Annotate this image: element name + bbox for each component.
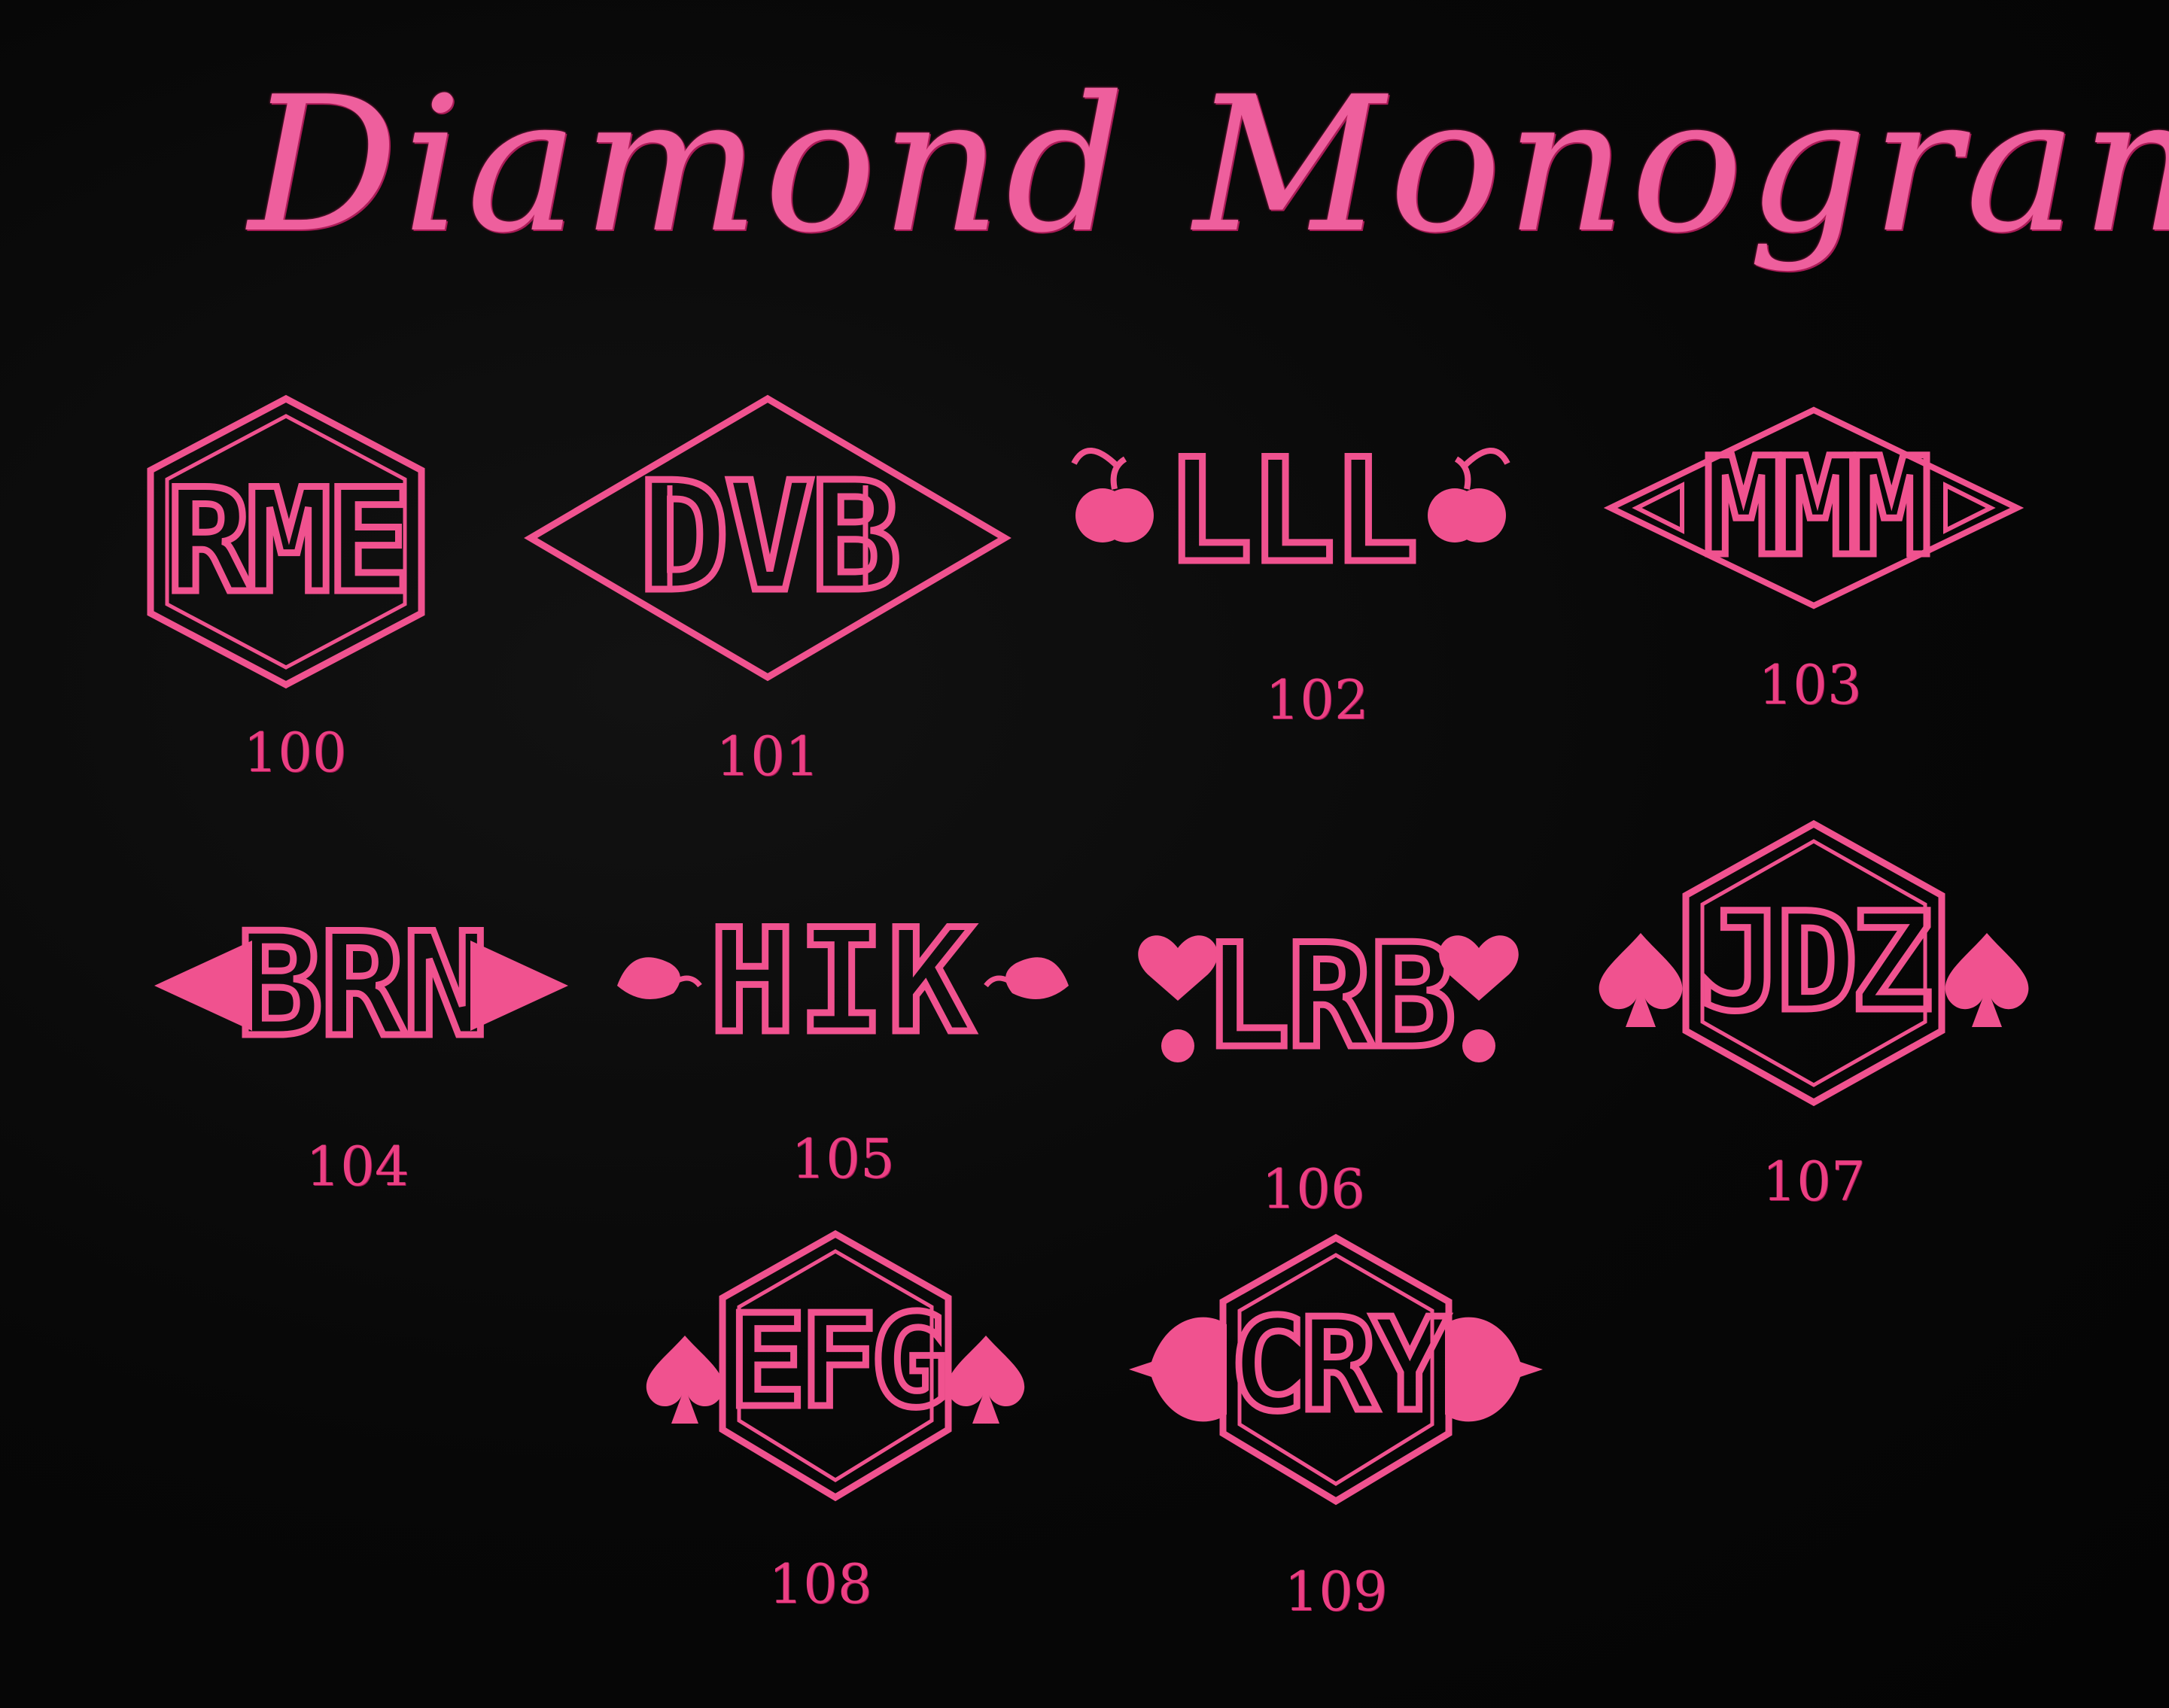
monogram-102: LLL — [1071, 421, 1510, 609]
design-number-101: 101 — [716, 725, 820, 788]
monogram-107: JDZ — [1588, 819, 2040, 1107]
design-number-105: 105 — [791, 1127, 895, 1190]
initials-104: BRN — [233, 899, 492, 1072]
triangle-ornaments-104 — [154, 941, 568, 1031]
initials-105: HIK — [706, 895, 977, 1068]
spade-icon — [947, 1336, 1025, 1424]
hexagon-frame-109 — [1129, 1233, 1543, 1506]
scroll-ornaments-105 — [617, 957, 1069, 999]
monogram-103: MMM — [1603, 406, 2025, 609]
hexagon-frame-108 — [646, 1229, 1025, 1502]
heart-icon — [1439, 935, 1519, 1062]
monogram-104: BRN — [151, 880, 572, 1091]
design-number-108: 108 — [768, 1552, 872, 1615]
design-number-107: 107 — [1762, 1150, 1866, 1213]
initials-106: LRB — [1200, 910, 1459, 1083]
initials-100: RME — [163, 455, 415, 628]
monogram-105: HIK — [610, 880, 1076, 1083]
monogram-106: LRB — [1133, 888, 1524, 1114]
apple-icon — [1071, 448, 1154, 542]
design-number-103: 103 — [1758, 653, 1862, 716]
spade-icon — [1599, 933, 1683, 1027]
design-number-106: 106 — [1261, 1157, 1365, 1220]
diamond-frame-101 — [524, 394, 1011, 682]
initials-103: MMM — [1699, 426, 1936, 590]
monogram-108: EFG — [640, 1229, 1031, 1502]
spade-icon — [646, 1336, 724, 1424]
diamond-frame-103 — [1603, 406, 2025, 609]
initials-102: LLL — [1163, 425, 1422, 598]
hexagon-frame-107 — [1599, 819, 2029, 1107]
design-number-104: 104 — [306, 1135, 409, 1198]
design-number-102: 102 — [1265, 668, 1369, 731]
apple-icon — [1428, 448, 1510, 542]
heart-ornaments-106 — [1138, 935, 1519, 1062]
hexagon-frame-100 — [147, 394, 425, 689]
initials-109: CRY — [1226, 1288, 1452, 1444]
initials-101: DVB — [635, 447, 905, 629]
design-number-109: 109 — [1284, 1560, 1388, 1623]
wing-icon — [1445, 1317, 1543, 1422]
wing-icon — [1129, 1317, 1227, 1422]
monogram-101: DVB — [524, 394, 1011, 682]
initials-108: EFG — [726, 1284, 951, 1440]
apple-ornaments-102 — [1071, 448, 1510, 542]
heart-icon — [1138, 935, 1218, 1062]
monogram-100: RME — [147, 394, 425, 689]
initials-107: JDZ — [1697, 881, 1936, 1045]
spade-icon — [1945, 933, 2029, 1027]
monogram-109: CRY — [1125, 1233, 1547, 1506]
design-number-100: 100 — [243, 721, 347, 784]
page-title: Diamond Monogramming — [248, 57, 2169, 274]
